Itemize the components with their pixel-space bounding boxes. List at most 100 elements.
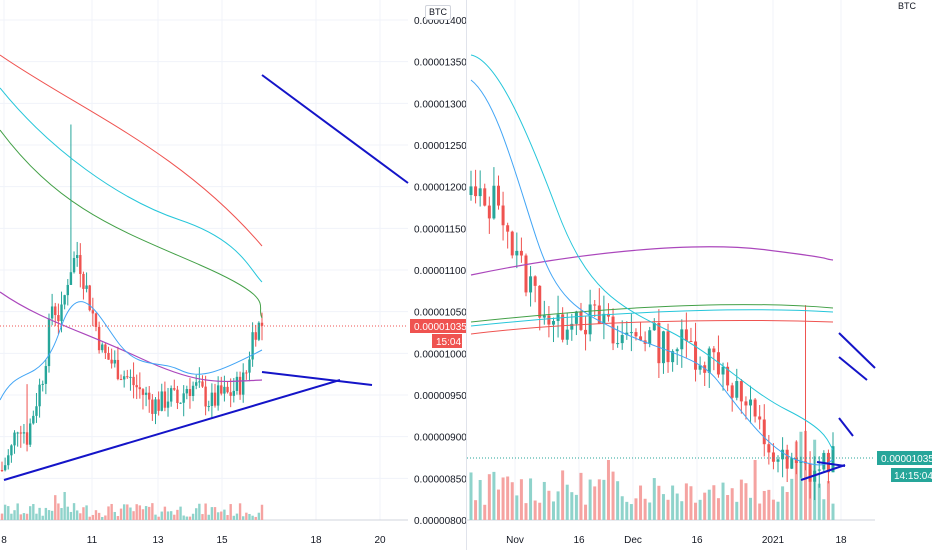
- ma-green-line: [0, 129, 263, 319]
- volume-bar: [141, 509, 145, 520]
- volume-bar: [104, 515, 107, 520]
- volume-bar: [726, 495, 730, 520]
- volume-bar: [501, 477, 505, 520]
- volume-bar: [506, 476, 510, 520]
- volume-bar: [210, 507, 214, 520]
- candle-body: [122, 376, 126, 380]
- volume-bar: [63, 491, 66, 520]
- right-unit-label: BTC: [898, 1, 916, 11]
- volume-bar: [126, 504, 129, 520]
- ma-blue-line: [0, 301, 263, 401]
- candle-body: [639, 336, 643, 341]
- volume-bar: [753, 460, 757, 520]
- y-tick-label: 0.00001400: [414, 16, 466, 27]
- candle-body: [684, 329, 688, 342]
- candle-body: [126, 376, 129, 378]
- y-tick-label: 0.00001050: [414, 308, 466, 319]
- candle-body: [533, 276, 537, 286]
- volume-bar: [260, 504, 264, 520]
- volume-bar: [767, 489, 771, 520]
- candle-body: [41, 383, 44, 385]
- candle-body: [101, 344, 104, 351]
- candle-body: [547, 315, 551, 325]
- candle-body: [66, 284, 69, 296]
- ma-cyan-long: [470, 54, 834, 451]
- x-tick-label: 16: [691, 535, 703, 546]
- volume-bar: [41, 515, 44, 520]
- volume-bar: [195, 508, 198, 520]
- candle-body: [245, 372, 248, 374]
- volume-bar: [60, 508, 63, 520]
- candle-body: [675, 349, 679, 352]
- candle-body: [141, 389, 145, 395]
- candle-body: [157, 399, 160, 411]
- candle-body: [551, 320, 555, 325]
- candle-body: [593, 304, 597, 306]
- candle-body: [721, 366, 725, 375]
- volume-bar: [703, 492, 707, 520]
- volume-bar: [169, 511, 173, 520]
- left-chart-panel[interactable]: 0.00001400 0.00001350 0.00001300 0.00001250…: [0, 0, 466, 550]
- volume-bar: [7, 506, 10, 520]
- countdown-value: 14:15:04: [894, 471, 932, 482]
- candle-body: [138, 387, 142, 390]
- volume-bar: [44, 507, 48, 520]
- candle-body: [135, 385, 138, 388]
- candle-body: [538, 285, 542, 318]
- y-tick-label: 0.00001350: [414, 58, 466, 69]
- candle-body: [542, 315, 546, 318]
- volume-bar: [238, 503, 242, 520]
- candle-body: [69, 272, 73, 285]
- volume-bar: [776, 501, 780, 520]
- volume-bar: [730, 488, 734, 520]
- candle-body: [35, 406, 38, 416]
- volume-bar: [579, 472, 583, 520]
- candle-body: [712, 348, 716, 353]
- volume-bar: [116, 516, 120, 520]
- candle-body: [10, 445, 13, 456]
- volume-bar: [771, 499, 775, 520]
- volume-bar: [242, 516, 245, 520]
- candle-body: [648, 330, 652, 344]
- volume-bar: [652, 478, 656, 520]
- volume-bar: [643, 498, 647, 520]
- candle-body: [799, 461, 803, 463]
- volume-bar: [54, 495, 57, 520]
- volume-bar: [556, 491, 560, 520]
- volume-bar: [66, 506, 69, 520]
- candle-body: [744, 401, 748, 406]
- volume-bar: [666, 499, 670, 520]
- candle-body: [776, 459, 780, 462]
- candle-body: [151, 399, 154, 414]
- volume-bar: [248, 513, 251, 520]
- right-chart-panel[interactable]: 0.000044000.000042000.000040000.00003800…: [466, 0, 932, 550]
- left-price-chart[interactable]: 0.00001400 0.00001350 0.00001300 0.00001250…: [0, 0, 466, 550]
- candle-body: [242, 372, 245, 395]
- volume-bar: [716, 498, 720, 520]
- candle-body: [91, 310, 95, 314]
- candle-body: [469, 186, 473, 195]
- volume-bar: [826, 481, 830, 520]
- candle-body: [22, 432, 26, 434]
- candle-body: [501, 205, 505, 226]
- volume-bar: [185, 516, 189, 520]
- candle-body: [216, 385, 220, 406]
- candle-body: [584, 329, 588, 335]
- volume-bar: [744, 483, 748, 520]
- candle-body: [652, 322, 656, 331]
- volume-bar: [684, 483, 688, 520]
- volume-bar: [648, 502, 652, 520]
- candle-body: [0, 470, 4, 471]
- ma-red-line: [470, 320, 834, 335]
- volume-bar: [689, 486, 693, 520]
- right-price-chart[interactable]: 0.000044000.000042000.000040000.00003800…: [467, 0, 932, 550]
- candle-body: [25, 432, 29, 445]
- volume-bar: [611, 471, 615, 520]
- candle-body: [620, 335, 624, 344]
- candle-body: [3, 465, 7, 471]
- upper-trendline-2: [838, 356, 868, 381]
- candle-body: [107, 352, 110, 360]
- volume-bar: [478, 480, 482, 520]
- volume-bar: [82, 507, 85, 520]
- volume-bar: [785, 491, 789, 520]
